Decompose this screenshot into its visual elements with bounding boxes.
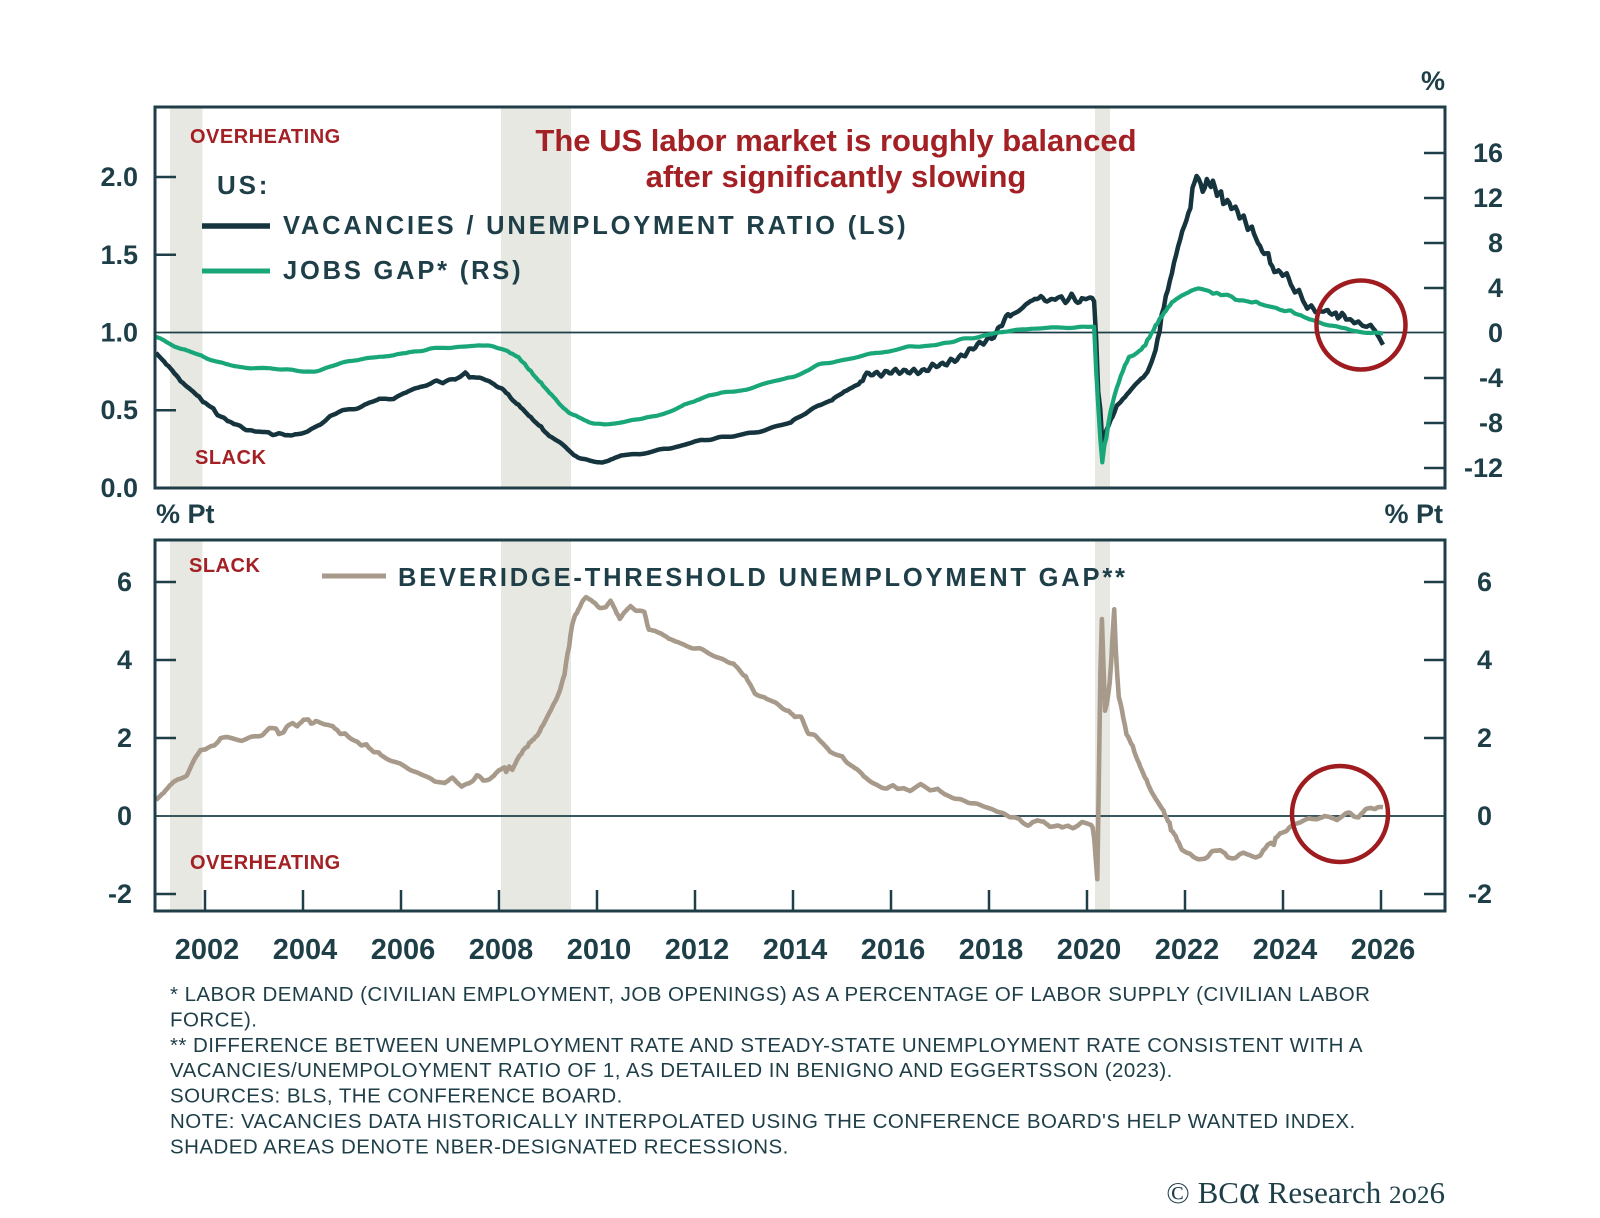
svg-text:2024: 2024: [1253, 934, 1318, 966]
svg-text:% Pt: % Pt: [1384, 499, 1443, 529]
svg-text:2: 2: [117, 723, 132, 753]
svg-text:0.5: 0.5: [100, 395, 138, 425]
svg-text:** DIFFERENCE BETWEEN UNEMPLOY: ** DIFFERENCE BETWEEN UNEMPLOYMENT RATE …: [170, 1034, 1363, 1057]
svg-text:SOURCES: BLS, THE CONFERENCE B: SOURCES: BLS, THE CONFERENCE BOARD.: [170, 1085, 623, 1108]
svg-text:2022: 2022: [1155, 934, 1220, 966]
svg-text:2004: 2004: [273, 934, 338, 966]
svg-text:4: 4: [1477, 645, 1492, 675]
svg-text:2014: 2014: [763, 934, 828, 966]
svg-text:0: 0: [117, 801, 132, 831]
svg-text:0: 0: [1488, 318, 1503, 348]
svg-text:1.0: 1.0: [100, 318, 138, 348]
svg-text:4: 4: [117, 645, 132, 675]
svg-text:-4: -4: [1479, 363, 1503, 393]
svg-text:2016: 2016: [861, 934, 926, 966]
svg-text:6: 6: [1477, 567, 1492, 597]
svg-text:16: 16: [1473, 138, 1503, 168]
svg-text:-2: -2: [1468, 879, 1492, 909]
svg-text:SHADED AREAS DENOTE NBER-DESIG: SHADED AREAS DENOTE NBER-DESIGNATED RECE…: [170, 1135, 789, 1158]
svg-text:8: 8: [1488, 228, 1503, 258]
svg-text:2012: 2012: [665, 934, 730, 966]
svg-text:12: 12: [1473, 183, 1503, 213]
svg-text:NOTE: VACANCIES DATA HISTORICA: NOTE: VACANCIES DATA HISTORICALLY INTERP…: [170, 1110, 1356, 1133]
svg-text:2: 2: [1477, 723, 1492, 753]
svg-text:SLACK: SLACK: [189, 555, 260, 577]
svg-text:2010: 2010: [567, 934, 632, 966]
svg-text:-8: -8: [1479, 408, 1503, 438]
svg-text:1.5: 1.5: [100, 240, 138, 270]
svg-text:BEVERIDGE-THRESHOLD UNEMPLOYME: BEVERIDGE-THRESHOLD UNEMPLOYMENT GAP**: [398, 564, 1128, 592]
svg-text:2026: 2026: [1351, 934, 1416, 966]
svg-text:0: 0: [1477, 801, 1492, 831]
svg-text:FORCE).: FORCE).: [170, 1008, 257, 1031]
svg-text:4: 4: [1488, 273, 1503, 303]
svg-text:VACANCIES / UNEMPLOYMENT RATIO: VACANCIES / UNEMPLOYMENT RATIO (LS): [283, 212, 908, 240]
svg-text:-2: -2: [108, 879, 132, 909]
svg-text:% Pt: % Pt: [156, 499, 215, 529]
svg-text:US:: US:: [217, 170, 270, 200]
svg-text:2006: 2006: [371, 934, 436, 966]
svg-text:-12: -12: [1464, 453, 1503, 483]
svg-text:0.0: 0.0: [100, 473, 138, 503]
svg-text:The US labor market is roughly: The US labor market is roughly balanced: [535, 123, 1136, 158]
svg-text:2.0: 2.0: [100, 162, 138, 192]
svg-text:OVERHEATING: OVERHEATING: [190, 126, 341, 148]
svg-text:%: %: [1421, 66, 1445, 96]
svg-text:2002: 2002: [175, 934, 240, 966]
svg-text:VACANCIES/UNEMPOLOYMENT RATIO: VACANCIES/UNEMPOLOYMENT RATIO OF 1, AS D…: [170, 1059, 1173, 1082]
svg-text:* LABOR DEMAND (CIVILIAN EMPLO: * LABOR DEMAND (CIVILIAN EMPLOYMENT, JOB…: [170, 983, 1370, 1006]
svg-text:JOBS GAP* (RS): JOBS GAP* (RS): [283, 257, 523, 285]
svg-text:OVERHEATING: OVERHEATING: [190, 852, 341, 874]
svg-text:6: 6: [117, 567, 132, 597]
svg-text:after significantly slowing: after significantly slowing: [646, 159, 1027, 194]
svg-text:SLACK: SLACK: [195, 447, 266, 469]
svg-text:2008: 2008: [469, 934, 534, 966]
svg-text:2018: 2018: [959, 934, 1024, 966]
svg-text:2020: 2020: [1057, 934, 1122, 966]
